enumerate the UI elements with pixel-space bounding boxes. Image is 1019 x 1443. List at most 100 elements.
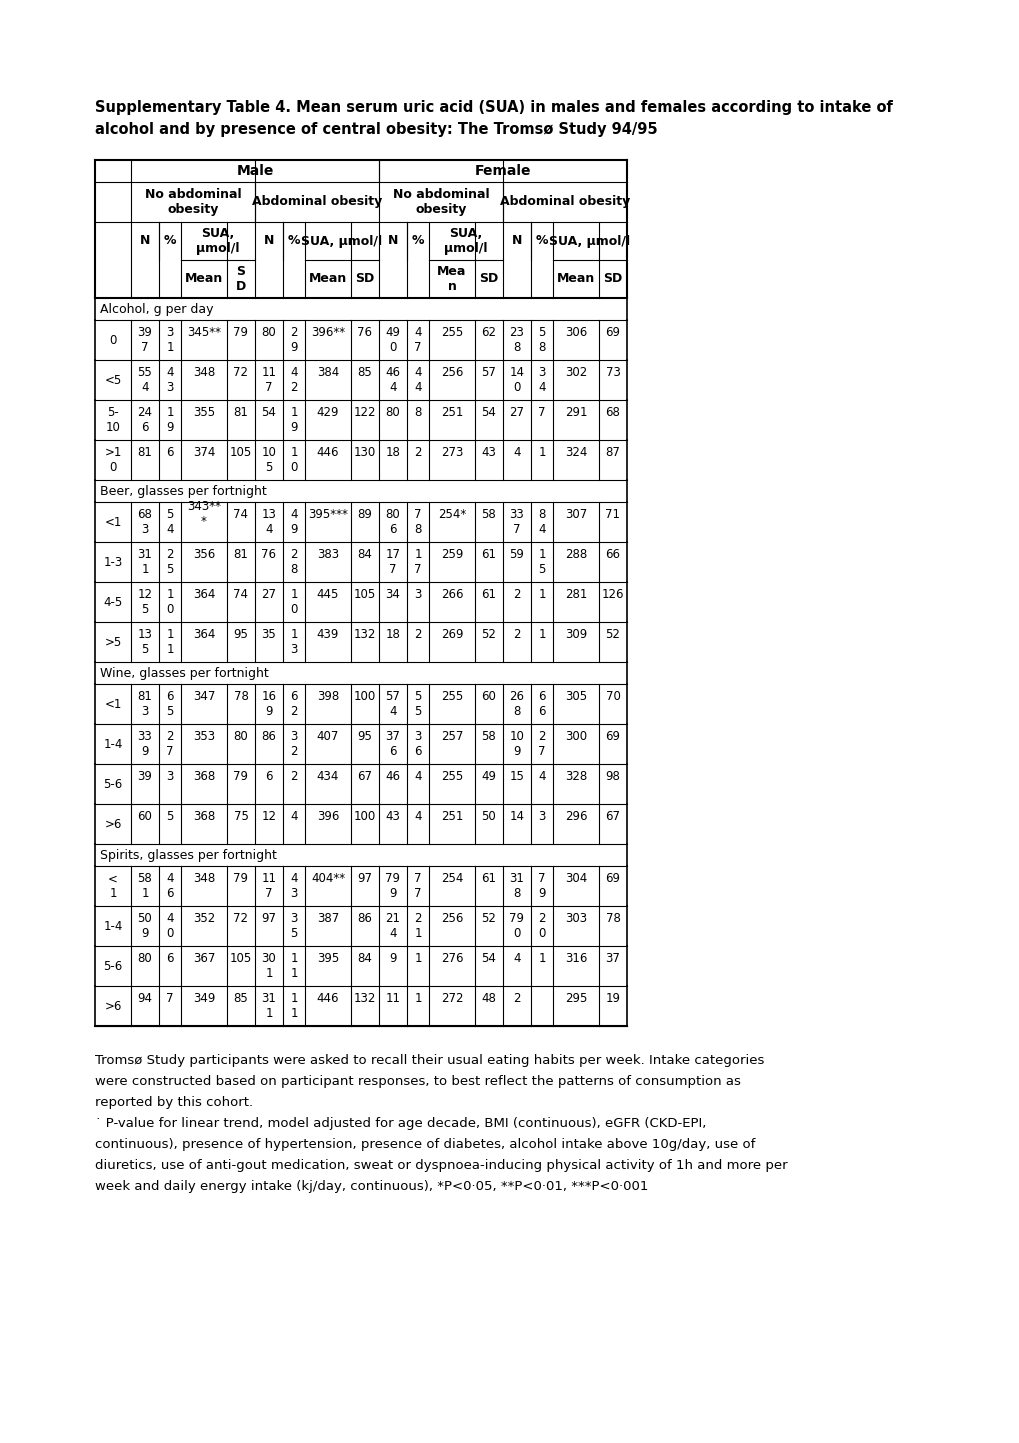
Text: 9: 9: [290, 421, 298, 434]
Text: 48: 48: [481, 991, 496, 1004]
Text: 57: 57: [385, 690, 400, 703]
Text: 4: 4: [290, 365, 298, 378]
Text: 1: 1: [166, 587, 173, 600]
Text: 4: 4: [414, 365, 421, 378]
Text: 6: 6: [389, 745, 396, 758]
Text: 446: 446: [317, 991, 339, 1004]
Text: >1
0: >1 0: [104, 446, 121, 473]
Text: 57: 57: [481, 365, 496, 378]
Text: 39: 39: [138, 326, 152, 339]
Text: 7: 7: [414, 872, 421, 885]
Text: 15: 15: [510, 769, 524, 782]
Text: 5: 5: [166, 508, 173, 521]
Text: 78: 78: [233, 690, 249, 703]
Text: 69: 69: [605, 730, 620, 743]
Text: Mean: Mean: [309, 273, 346, 286]
Text: 84: 84: [358, 547, 372, 560]
Text: S
D: S D: [235, 266, 246, 293]
Text: 1-4: 1-4: [103, 737, 122, 750]
Text: 434: 434: [317, 769, 339, 782]
Text: 5: 5: [166, 563, 173, 576]
Text: N: N: [387, 235, 397, 248]
Text: 2: 2: [414, 446, 421, 459]
Text: 9: 9: [141, 745, 149, 758]
Text: 74: 74: [233, 508, 249, 521]
Text: 1: 1: [290, 991, 298, 1004]
Text: 4: 4: [265, 522, 272, 535]
Text: 407: 407: [317, 730, 339, 743]
Text: 3: 3: [142, 522, 149, 535]
Text: 1-4: 1-4: [103, 919, 122, 932]
Text: 296: 296: [565, 810, 587, 823]
Text: 2: 2: [513, 991, 521, 1004]
Text: 86: 86: [261, 730, 276, 743]
Text: continuous), presence of hypertension, presence of diabetes, alcohol intake abov: continuous), presence of hypertension, p…: [95, 1139, 755, 1152]
Text: 11: 11: [261, 365, 276, 378]
Text: 5: 5: [414, 690, 421, 703]
Text: 50: 50: [138, 912, 152, 925]
Text: 8: 8: [538, 508, 545, 521]
Text: 81: 81: [138, 690, 152, 703]
Text: 6: 6: [265, 769, 272, 782]
Text: 79: 79: [233, 326, 249, 339]
Text: 364: 364: [193, 587, 215, 600]
Text: 1: 1: [538, 587, 545, 600]
Text: Beer, glasses per fortnight: Beer, glasses per fortnight: [100, 485, 267, 498]
Text: %: %: [535, 235, 548, 248]
Text: 398: 398: [317, 690, 338, 703]
Text: alcohol and by presence of central obesity: The Tromsø Study 94/95: alcohol and by presence of central obesi…: [95, 123, 657, 137]
Text: 54: 54: [481, 951, 496, 964]
Text: 80: 80: [261, 326, 276, 339]
Text: 276: 276: [440, 951, 463, 964]
Text: 81: 81: [138, 446, 152, 459]
Text: 49: 49: [481, 769, 496, 782]
Text: 3: 3: [538, 810, 545, 823]
Text: 347: 347: [193, 690, 215, 703]
Text: 9: 9: [389, 951, 396, 964]
Text: 76: 76: [357, 326, 372, 339]
Text: 1: 1: [538, 547, 545, 560]
Text: 3: 3: [166, 326, 173, 339]
Text: 1: 1: [414, 951, 421, 964]
Text: 122: 122: [354, 405, 376, 418]
Text: 256: 256: [440, 365, 463, 378]
Text: 6: 6: [166, 886, 173, 899]
Text: 85: 85: [358, 365, 372, 378]
Text: No abdominal
obesity: No abdominal obesity: [392, 188, 489, 216]
Text: 254: 254: [440, 872, 463, 885]
Text: 4: 4: [166, 872, 173, 885]
Text: 11: 11: [385, 991, 400, 1004]
Text: 5: 5: [265, 460, 272, 473]
Text: >6: >6: [104, 1000, 121, 1013]
Text: 257: 257: [440, 730, 463, 743]
Text: 46: 46: [385, 365, 400, 378]
Text: 2: 2: [513, 628, 521, 641]
Text: 69: 69: [605, 872, 620, 885]
Text: <1: <1: [104, 697, 121, 710]
Text: 0: 0: [109, 333, 116, 346]
Text: 100: 100: [354, 810, 376, 823]
Text: 13: 13: [138, 628, 152, 641]
Text: 27: 27: [261, 587, 276, 600]
Text: 58: 58: [481, 508, 496, 521]
Text: >5: >5: [104, 635, 121, 648]
Text: 1: 1: [166, 642, 173, 655]
Text: 12: 12: [138, 587, 153, 600]
Text: 0: 0: [290, 460, 298, 473]
Text: 69: 69: [605, 326, 620, 339]
Text: <
1: < 1: [108, 872, 118, 900]
Text: No abdominal
obesity: No abdominal obesity: [145, 188, 242, 216]
Text: 54: 54: [481, 405, 496, 418]
Text: 345**: 345**: [186, 326, 221, 339]
Text: 2: 2: [166, 547, 173, 560]
Text: 254*: 254*: [437, 508, 466, 521]
Text: 356: 356: [193, 547, 215, 560]
Text: 5: 5: [290, 926, 298, 939]
Text: 4: 4: [166, 365, 173, 378]
Text: 1: 1: [141, 563, 149, 576]
Text: 288: 288: [565, 547, 587, 560]
Text: 384: 384: [317, 365, 338, 378]
Text: Male: Male: [236, 165, 273, 177]
Text: 305: 305: [565, 690, 587, 703]
Text: 368: 368: [193, 769, 215, 782]
